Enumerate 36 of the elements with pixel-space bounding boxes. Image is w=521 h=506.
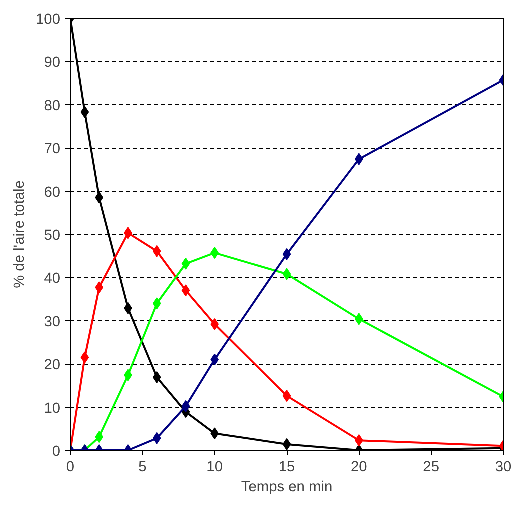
x-tick-label: 0 xyxy=(66,460,75,476)
point xyxy=(282,390,292,402)
point xyxy=(95,192,104,204)
y-tick-label: 0 xyxy=(52,444,61,460)
x-tick-label: 10 xyxy=(206,460,223,476)
point xyxy=(80,106,90,118)
y-tick-label: 40 xyxy=(44,271,61,288)
y-tick-label: 100 xyxy=(36,12,61,28)
point xyxy=(80,352,90,364)
x-tick-label: 5 xyxy=(138,460,147,476)
x-tick-label: 20 xyxy=(351,460,368,476)
point xyxy=(95,431,104,444)
point xyxy=(282,438,292,450)
y-tick-label: 50 xyxy=(44,228,61,244)
y-tick-label: 70 xyxy=(44,142,61,158)
x-tick-label: 30 xyxy=(495,460,512,476)
point xyxy=(282,248,292,260)
x-tick-label: 15 xyxy=(278,460,296,476)
point xyxy=(182,258,190,270)
x-tick-label: 25 xyxy=(423,460,440,476)
y-axis-title: % de l'aire totale xyxy=(12,180,28,288)
y-tick-label: 30 xyxy=(44,314,61,330)
point xyxy=(152,432,162,444)
point xyxy=(95,282,104,294)
point xyxy=(182,400,190,412)
y-tick-label: 90 xyxy=(44,55,61,72)
y-tick-label: 20 xyxy=(44,358,61,374)
y-tick-label: 60 xyxy=(44,184,61,201)
x-axis-title: Temps en min xyxy=(241,480,333,496)
point xyxy=(182,284,190,297)
point xyxy=(282,268,292,280)
y-tick-label: 10 xyxy=(44,400,61,417)
point xyxy=(152,371,162,384)
point xyxy=(152,245,162,258)
y-tick-label: 80 xyxy=(44,98,61,114)
point xyxy=(152,298,162,310)
